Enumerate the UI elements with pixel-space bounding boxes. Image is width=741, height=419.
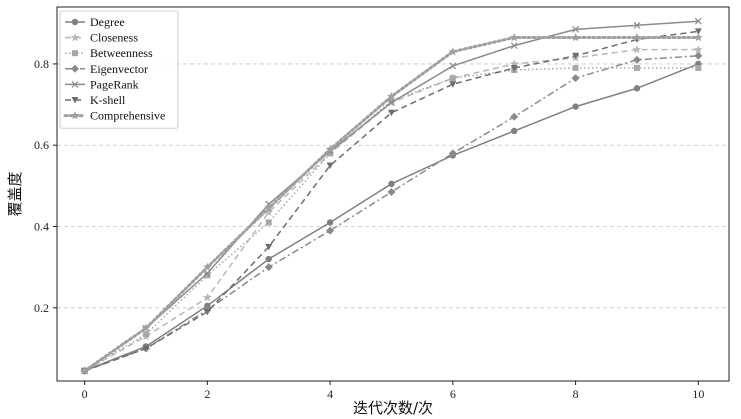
data-point: [449, 75, 456, 82]
legend-label: Closeness: [90, 31, 138, 45]
y-axis-title: 覆盖度: [6, 171, 24, 216]
data-point: [632, 55, 641, 64]
legend-item: Comprehensive: [63, 109, 165, 123]
data-point: [448, 47, 458, 56]
data-point: [572, 103, 579, 110]
legend-item: Betweenness: [65, 46, 153, 60]
legend-label: Eigenvector: [90, 62, 148, 76]
data-point: [695, 64, 702, 71]
legend-label: Comprehensive: [90, 109, 165, 123]
data-point: [509, 32, 519, 42]
x-tick-label: 8: [573, 387, 579, 401]
data-point: [326, 226, 335, 235]
data-point: [204, 302, 211, 309]
series-line: [84, 30, 699, 372]
legend-marker: [71, 97, 79, 104]
legend-marker: [71, 64, 79, 73]
data-point: [388, 99, 395, 106]
plot-frame: [56, 6, 730, 382]
series-line: [84, 67, 699, 372]
data-point: [141, 323, 151, 332]
data-point: [204, 272, 211, 279]
y-tick-label: 0.4: [34, 220, 49, 234]
data-point: [264, 263, 273, 272]
legend-box: [59, 10, 179, 129]
legend-marker: [71, 18, 79, 26]
data-point: [142, 331, 149, 338]
data-point: [449, 81, 457, 88]
x-tick-label: 6: [450, 387, 456, 401]
data-point: [572, 25, 579, 33]
legend-marker: [71, 80, 79, 88]
legend-marker: [72, 50, 78, 57]
legend-item: Closeness: [65, 31, 138, 45]
x-tick-label: 10: [692, 387, 704, 401]
data-point: [693, 45, 703, 54]
legend-label: K-shell: [90, 93, 126, 107]
data-point: [632, 32, 642, 42]
legend-item: Degree: [65, 15, 125, 29]
data-point: [327, 150, 334, 157]
legend-marker: [70, 33, 80, 42]
y-tick-label: 0.6: [34, 138, 49, 152]
y-tick-label: 0.8: [34, 57, 49, 71]
data-point: [509, 59, 519, 68]
data-point: [633, 64, 640, 71]
data-point: [387, 109, 395, 117]
data-point: [388, 97, 395, 104]
data-point: [202, 293, 212, 302]
data-point: [571, 32, 580, 42]
data-point: [633, 21, 641, 29]
x-tick-label: 0: [82, 387, 88, 401]
data-point: [264, 207, 274, 217]
legend-item: PageRank: [65, 77, 139, 91]
data-point: [326, 219, 334, 226]
data-point: [80, 366, 89, 375]
data-point: [510, 112, 519, 121]
legend-item: K-shell: [65, 93, 126, 107]
data-point: [571, 74, 580, 83]
data-point: [388, 180, 395, 188]
data-point: [202, 262, 212, 271]
data-point: [572, 52, 580, 60]
data-point: [387, 91, 396, 101]
series-comprehensive: [80, 32, 703, 375]
data-point: [448, 149, 457, 158]
data-point: [264, 203, 274, 212]
data-point: [633, 85, 641, 92]
data-point: [511, 127, 518, 135]
data-point: [325, 144, 335, 153]
legend-marker: [70, 111, 80, 120]
series-degree: [81, 60, 702, 375]
data-point: [142, 345, 150, 352]
data-point: [265, 255, 272, 263]
data-point: [510, 42, 518, 50]
legend-label: Betweenness: [90, 46, 153, 60]
data-point: [265, 243, 273, 251]
legend-label: Degree: [90, 15, 125, 29]
data-point: [265, 219, 272, 226]
axis-ticks: 0.2 0.4 0.6 0.8 0 2 4 6 8 10: [34, 57, 704, 401]
data-point: [572, 64, 579, 71]
data-point: [449, 62, 457, 70]
data-point: [693, 32, 703, 42]
x-axis-title: 迭代次数/次: [353, 399, 433, 417]
x-tick-label: 2: [204, 387, 210, 401]
series-lines: [80, 17, 703, 375]
x-tick-label: 4: [327, 387, 333, 401]
data-point: [510, 64, 518, 72]
legend-label: PageRank: [90, 77, 139, 91]
data-point: [694, 51, 703, 60]
data-point: [694, 17, 702, 25]
legend-item: Eigenvector: [65, 62, 148, 76]
data-point: [203, 308, 211, 316]
data-point: [694, 28, 702, 35]
data-point: [387, 187, 396, 196]
y-tick-label: 0.2: [34, 301, 49, 315]
data-point: [326, 162, 334, 170]
data-point: [632, 45, 642, 54]
